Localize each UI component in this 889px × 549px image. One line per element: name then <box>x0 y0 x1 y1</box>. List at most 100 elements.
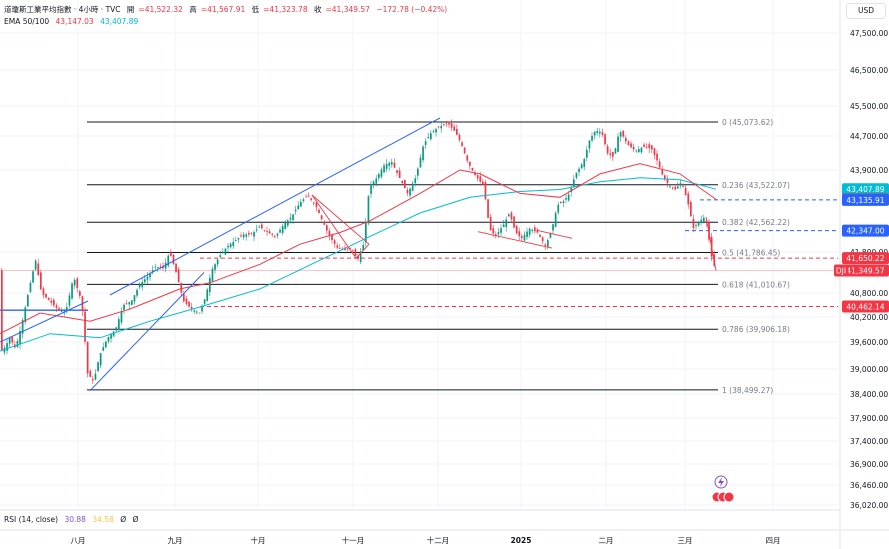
candle-body <box>250 233 253 235</box>
fib-level-label: 0.236 (43,522.07) <box>722 181 790 190</box>
symbol-title[interactable]: 道瓊斯工業平均指數 · 4小時 · TVC <box>4 5 121 14</box>
event-icons[interactable] <box>711 475 735 503</box>
candle-body <box>214 264 216 270</box>
trendline <box>89 272 205 392</box>
rsi-label[interactable]: RSI (14, close) <box>4 515 59 524</box>
candle-body <box>378 174 380 179</box>
candle-body <box>398 170 401 179</box>
candle-body <box>86 341 89 374</box>
candle-body <box>625 137 627 142</box>
ema-legend[interactable]: EMA 50/100 43,147.03 43,407.89 <box>4 17 142 26</box>
price-tag-text: 42,347.00 <box>846 227 884 236</box>
horizontal-lines[interactable] <box>0 199 838 311</box>
candle-body <box>276 233 279 236</box>
candle-body <box>229 243 232 248</box>
time-axis[interactable]: 八月 九月 十月 十一月 十二月 2025 二月 三月 四月 <box>0 529 889 545</box>
candle-body <box>534 227 536 232</box>
candle-body <box>687 193 690 205</box>
candle-body <box>557 204 560 213</box>
price-tick-label: 36,900.00 <box>850 460 888 469</box>
candle-body <box>521 236 523 238</box>
candle-body <box>619 132 622 137</box>
candle-body <box>432 130 435 132</box>
candle-body <box>211 268 214 282</box>
ema100-line <box>0 177 717 352</box>
candle-body <box>645 146 648 148</box>
candle-body <box>458 134 461 141</box>
pattern-line <box>705 216 717 271</box>
candle-body <box>180 283 183 293</box>
candle-body <box>453 126 456 131</box>
fib-level-label: 0 (45,073.62) <box>722 118 773 127</box>
candle-body <box>427 137 430 138</box>
candle-body <box>463 147 466 154</box>
candle-body <box>40 272 42 290</box>
candle-body <box>237 238 240 240</box>
candle-body <box>653 148 656 155</box>
candle-body <box>110 334 112 339</box>
rsi-legend[interactable]: RSI (14, close) 30.88 34.58 Ø Ø <box>4 515 142 524</box>
candle-body <box>697 221 700 226</box>
candle-body <box>528 228 531 235</box>
candle-body <box>336 245 339 248</box>
candle-body <box>554 213 557 227</box>
candle-body <box>32 271 34 283</box>
ema-label[interactable]: EMA 50/100 <box>4 17 50 26</box>
candle-body <box>34 260 37 270</box>
candle-body <box>183 294 185 302</box>
symbol-legend[interactable]: 道瓊斯工業平均指數 · 4小時 · TVC 開 =41,522.32 高 =41,5… <box>4 4 451 15</box>
candle-body <box>560 202 562 203</box>
fibonacci-retracement[interactable]: 0 (45,073.62) 0.236 (43,522.07) 0.382 (42,… <box>87 118 790 395</box>
candle-body <box>502 224 505 228</box>
candle-body <box>141 282 144 288</box>
candle-body <box>45 293 47 298</box>
candle-body <box>271 233 274 235</box>
candle-body <box>170 252 172 256</box>
candle-body <box>614 148 617 154</box>
candle-body <box>549 233 552 238</box>
time-tick-label: 三月 <box>678 536 693 545</box>
candle-body <box>144 279 146 283</box>
candle-body <box>487 199 489 218</box>
price-tag-box <box>842 300 889 313</box>
pattern-line <box>311 194 370 245</box>
candle-body <box>37 263 40 275</box>
candle-body <box>573 179 575 187</box>
candle-body <box>63 312 66 314</box>
candle-body <box>261 224 263 229</box>
currency-button[interactable]: USD <box>846 3 886 19</box>
candle-body <box>185 298 188 304</box>
candle-body <box>695 225 697 227</box>
price-tick-label: 36,460.00 <box>850 481 888 490</box>
candle-body <box>222 251 224 253</box>
candle-body <box>346 248 349 250</box>
candle-body <box>544 244 547 246</box>
price-tick-label: 40,800.00 <box>850 289 888 298</box>
candle-body <box>593 131 596 136</box>
candle-body <box>469 161 471 166</box>
candle-body <box>6 343 8 351</box>
candle-body <box>203 299 206 304</box>
candle-body <box>99 353 102 366</box>
candle-body <box>209 278 211 292</box>
candle-body <box>328 230 331 237</box>
pattern-line <box>311 194 370 259</box>
trend-drawings[interactable] <box>0 117 717 392</box>
candle-body <box>484 182 487 200</box>
open-label: 開 <box>126 5 135 14</box>
candle-body <box>393 162 396 168</box>
candle-body <box>323 221 326 225</box>
time-tick-label: 四月 <box>766 536 781 545</box>
fib-level-label: 0.786 (39,906.18) <box>722 325 790 334</box>
candle-body <box>692 218 695 229</box>
candle-body <box>94 373 97 380</box>
candle-body <box>206 289 209 302</box>
candle-body <box>466 155 469 161</box>
ema100-value: 43,407.89 <box>100 17 139 26</box>
candle-body <box>297 205 300 210</box>
candle-body <box>388 162 391 166</box>
candle-body <box>151 270 154 272</box>
candle-body <box>232 241 235 247</box>
time-tick-label: 八月 <box>71 536 86 545</box>
